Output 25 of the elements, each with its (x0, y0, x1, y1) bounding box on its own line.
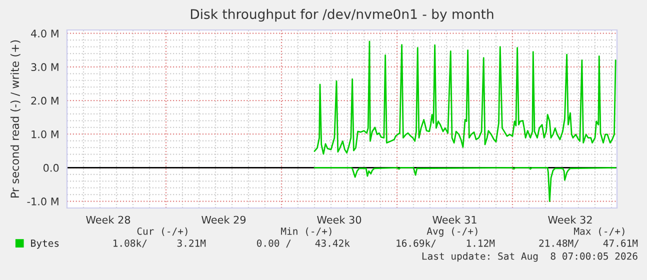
y-tick-label: 4.0 M (31, 30, 58, 38)
text: 21.48M/ 47.61M (539, 239, 638, 248)
text: Cur (-/+) (137, 227, 188, 236)
line-series (314, 40, 616, 155)
x-tick-label: Week 30 (317, 216, 362, 224)
line-series (314, 167, 616, 202)
chart-title: Disk throughput for /dev/nvme0n1 - by month (190, 8, 494, 22)
x-tick-label: Week 28 (86, 216, 130, 224)
y-tick-label: 0.0 (43, 164, 59, 172)
text: Max (-/+) (574, 227, 624, 236)
y-tick-label: -1.0 M (27, 198, 58, 206)
y-tick-label: 2.0 M (31, 96, 58, 105)
text: 1.08k/ 3.21M (114, 239, 206, 248)
y-axis-title: Pr second read (-) / write (+) (10, 40, 20, 198)
text: 16.69k/ 1.12M (396, 239, 495, 248)
text: Min (-/+) (281, 227, 332, 236)
text: Last update: Sat Aug 8 07:00:05 2026 (422, 252, 638, 262)
legend-label: Bytes (31, 240, 59, 249)
text: 0.00 / 43.42k (256, 239, 350, 248)
x-tick-label: Week 32 (548, 216, 592, 224)
x-tick-label: Week 31 (432, 216, 476, 224)
x-tick-label: Week 29 (202, 216, 246, 224)
y-tick-label: 3.0 M (31, 63, 58, 72)
y-tick-label: 1.0 M (32, 130, 58, 138)
text: Avg (-/+) (426, 227, 478, 237)
